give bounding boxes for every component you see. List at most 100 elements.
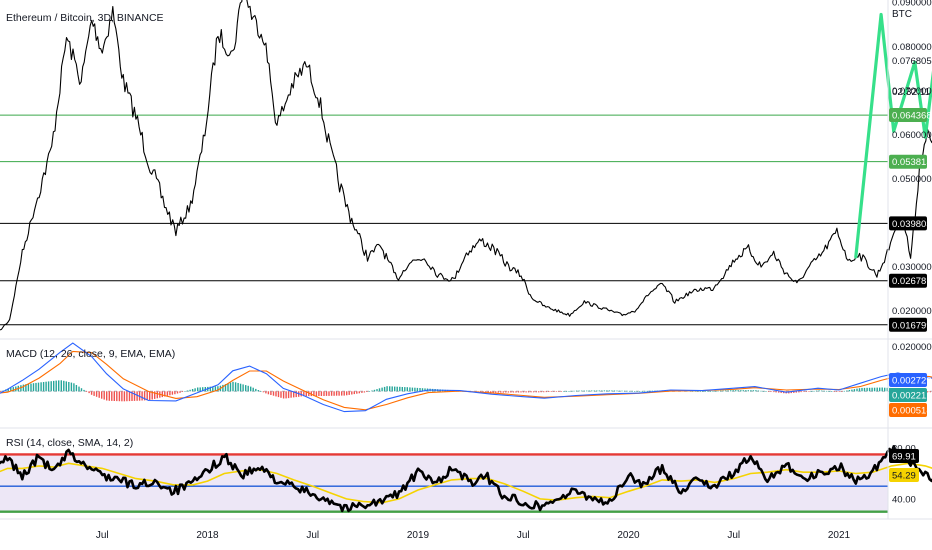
macd-hist-bar — [424, 388, 426, 392]
macd-hist-bar — [505, 391, 507, 393]
macd-hist-bar — [93, 391, 95, 396]
rsi-title[interactable]: RSI (14, close, SMA, 14, 2) — [6, 437, 133, 449]
time-tick-label: Jul — [96, 530, 109, 541]
macd-hist-bar — [209, 386, 211, 392]
macd-hist-bar — [823, 390, 825, 392]
macd-hist-bar — [591, 390, 593, 392]
macd-title[interactable]: MACD (12, 26, close, 9, EMA, EMA) — [6, 348, 175, 360]
macd-hist-bar — [123, 391, 126, 402]
macd-hist-bar — [10, 387, 12, 392]
macd-hist-bar — [692, 391, 694, 392]
macd-pane[interactable]: MACD (12, 26, close, 9, EMA, EMA) — [0, 342, 932, 413]
macd-hist-bar — [305, 391, 307, 397]
macd-hist-bar — [255, 388, 257, 392]
macd-hist-bar — [735, 390, 737, 392]
macd-hist-bar — [601, 390, 603, 392]
macd-hist-bar — [250, 386, 252, 392]
macd-hist-bar — [239, 383, 242, 392]
macd-hist-bar — [502, 391, 504, 393]
macd-hist-bar — [793, 391, 795, 393]
macd-hist-bar — [538, 391, 540, 393]
macd-hist-bar — [580, 390, 583, 392]
rsi-value-badge — [889, 449, 919, 463]
macd-hist-bar — [270, 391, 272, 395]
time-tick-label: Jul — [727, 530, 740, 541]
macd-hist-bar — [335, 391, 338, 396]
macd-hist-bar — [108, 391, 110, 401]
macd-hist-bar — [628, 390, 631, 392]
macd-hist-bar — [742, 390, 744, 392]
rsi-value-badge — [889, 468, 919, 482]
macd-hist-bar — [730, 390, 732, 392]
macd-hist-bar — [479, 391, 482, 392]
macd-hist-bar — [795, 391, 797, 393]
macd-hist-bar — [396, 386, 398, 392]
macd-hist-bar — [760, 390, 762, 392]
macd-hist-bar — [873, 387, 876, 392]
macd-hist-bar — [825, 390, 828, 392]
macd-hist-bar — [535, 391, 537, 393]
macd-hist-bar — [290, 391, 292, 398]
macd-hist-bar — [818, 390, 820, 392]
macd-hist-bar — [815, 390, 818, 392]
macd-hist-bar — [409, 387, 411, 392]
price-tick-label: 0.020000 — [892, 306, 932, 317]
macd-hist-bar — [101, 391, 103, 399]
price-scale[interactable]: BTC 02:32:11 0.090000 0.080000 0.070000 0.0… — [887, 0, 932, 519]
macd-hist-bar — [861, 387, 863, 392]
macd-hist-bar — [548, 391, 550, 392]
macd-hist-bar — [805, 391, 808, 392]
price-tick-label: 0.080000 — [892, 42, 932, 53]
macd-hist-bar — [222, 384, 224, 392]
macd-hist-bar — [651, 390, 654, 392]
macd-hist-bar — [765, 391, 767, 392]
macd-hist-bar — [378, 388, 381, 392]
macd-hist-bar — [341, 391, 343, 396]
macd-hist-bar — [245, 385, 247, 392]
macd-hist-bar — [154, 391, 156, 399]
macd-hist-bar — [775, 391, 777, 393]
main-pane[interactable]: Ethereum / Bitcoin, 3D, BINANCE — [0, 0, 932, 336]
macd-hist-bar — [598, 390, 600, 392]
macd-hist-bar — [63, 380, 65, 392]
macd-hist-bar — [838, 391, 840, 392]
macd-hist-bar — [98, 391, 100, 398]
macd-hist-bar — [707, 391, 709, 392]
macd-hist-bar — [356, 391, 358, 394]
symbol-title[interactable]: Ethereum / Bitcoin, 3D, BINANCE — [6, 12, 164, 24]
macd-hist-bar — [126, 391, 128, 402]
macd-value-text: 0.002729 — [892, 376, 932, 387]
macd-hist-bar — [343, 391, 345, 396]
macd-hist-bar — [800, 391, 803, 393]
macd-hist-bar — [929, 391, 931, 393]
rsi-pane[interactable]: RSI (14, close, SMA, 14, 2) — [0, 437, 932, 513]
rsi-line — [0, 445, 932, 513]
macd-hist-bar — [575, 390, 578, 392]
macd-hist-bar — [411, 387, 414, 392]
macd-hist-bar — [881, 387, 883, 392]
time-axis[interactable]: Jul2018Jul2019Jul2020Jul2021Jul2022Jul20… — [96, 530, 932, 541]
macd-hist-bar — [103, 391, 105, 400]
macd-hist-bar — [376, 389, 378, 392]
macd-hist-bar — [778, 391, 780, 393]
macd-hist-bar — [868, 387, 871, 392]
macd-hist-bar — [394, 386, 396, 392]
macd-hist-bar — [492, 391, 494, 393]
macd-hist-bar — [229, 382, 232, 392]
macd-hist-bar — [7, 388, 9, 392]
macd-hist-bar — [389, 386, 391, 392]
macd-hist-bar — [320, 391, 323, 396]
macd-hist-bar — [27, 383, 30, 392]
macd-hist-bar — [848, 390, 851, 392]
macd-hist-bar — [328, 391, 330, 396]
macd-hist-bar — [712, 391, 714, 392]
macd-hist-bar — [719, 390, 722, 392]
macd-hist-bar — [116, 391, 118, 402]
macd-hist-bar — [419, 388, 421, 392]
macd-hist-bar — [128, 391, 131, 402]
macd-hist-bar — [732, 390, 734, 392]
macd-hist-bar — [133, 391, 136, 401]
price-label-badge — [889, 273, 927, 288]
macd-hist-bar — [199, 387, 201, 392]
